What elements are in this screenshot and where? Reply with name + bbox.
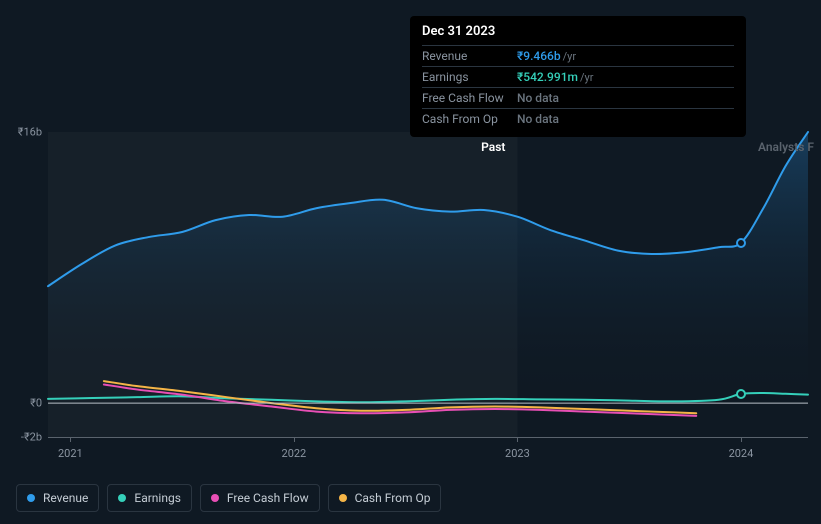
legend-swatch — [118, 494, 126, 502]
series-marker — [736, 238, 746, 248]
tooltip-metric-value: No data — [517, 112, 559, 126]
y-axis-label: ₹16b — [0, 126, 42, 139]
legend-swatch — [339, 494, 347, 502]
tooltip-metric-value: ₹9.466b — [517, 49, 561, 63]
y-axis-label: -₹2b — [0, 431, 42, 444]
tooltip-suffix: /yr — [563, 50, 576, 63]
financial-chart: ₹16b ₹0 -₹2b Past Analysts F 2021 2022 2023 2… — [0, 0, 821, 524]
legend-item-revenue[interactable]: Revenue — [16, 484, 99, 512]
legend-item-cash-from-op[interactable]: Cash From Op — [328, 484, 442, 512]
legend-label: Revenue — [43, 491, 88, 505]
legend-item-earnings[interactable]: Earnings — [107, 484, 192, 512]
plot-area[interactable]: Past Analysts F — [48, 132, 808, 437]
legend-label: Cash From Op — [355, 491, 431, 505]
x-axis-label: 2021 — [58, 447, 83, 460]
region-label-past: Past — [481, 140, 505, 154]
tooltip-date: Dec 31 2023 — [422, 24, 734, 45]
tooltip-metric-label: Revenue — [422, 49, 517, 63]
legend-swatch — [211, 494, 219, 502]
series-marker — [736, 389, 746, 399]
legend-label: Earnings — [134, 491, 181, 505]
tooltip-metric-value: ₹542.991m — [517, 70, 578, 84]
legend-swatch — [27, 494, 35, 502]
tooltip-metric-label: Earnings — [422, 70, 517, 84]
tooltip-row: Revenue₹9.466b /yr — [422, 45, 734, 66]
legend-item-free-cash-flow[interactable]: Free Cash Flow — [200, 484, 320, 512]
hover-tooltip: Dec 31 2023 Revenue₹9.466b /yrEarnings₹5… — [410, 16, 746, 137]
region-label-future: Analysts F — [758, 140, 814, 154]
x-axis-label: 2023 — [505, 447, 530, 460]
tooltip-row: Free Cash FlowNo data — [422, 87, 734, 108]
tooltip-row: Earnings₹542.991m /yr — [422, 66, 734, 87]
x-axis-label: 2024 — [729, 447, 754, 460]
tooltip-metric-label: Cash From Op — [422, 112, 517, 126]
legend-label: Free Cash Flow — [227, 491, 309, 505]
x-axis-label: 2022 — [282, 447, 307, 460]
tooltip-row: Cash From OpNo data — [422, 108, 734, 129]
tooltip-metric-label: Free Cash Flow — [422, 91, 517, 105]
tooltip-metric-value: No data — [517, 91, 559, 105]
tooltip-suffix: /yr — [580, 71, 593, 84]
y-axis-label: ₹0 — [0, 397, 42, 410]
chart-legend: Revenue Earnings Free Cash Flow Cash From O… — [16, 484, 441, 512]
